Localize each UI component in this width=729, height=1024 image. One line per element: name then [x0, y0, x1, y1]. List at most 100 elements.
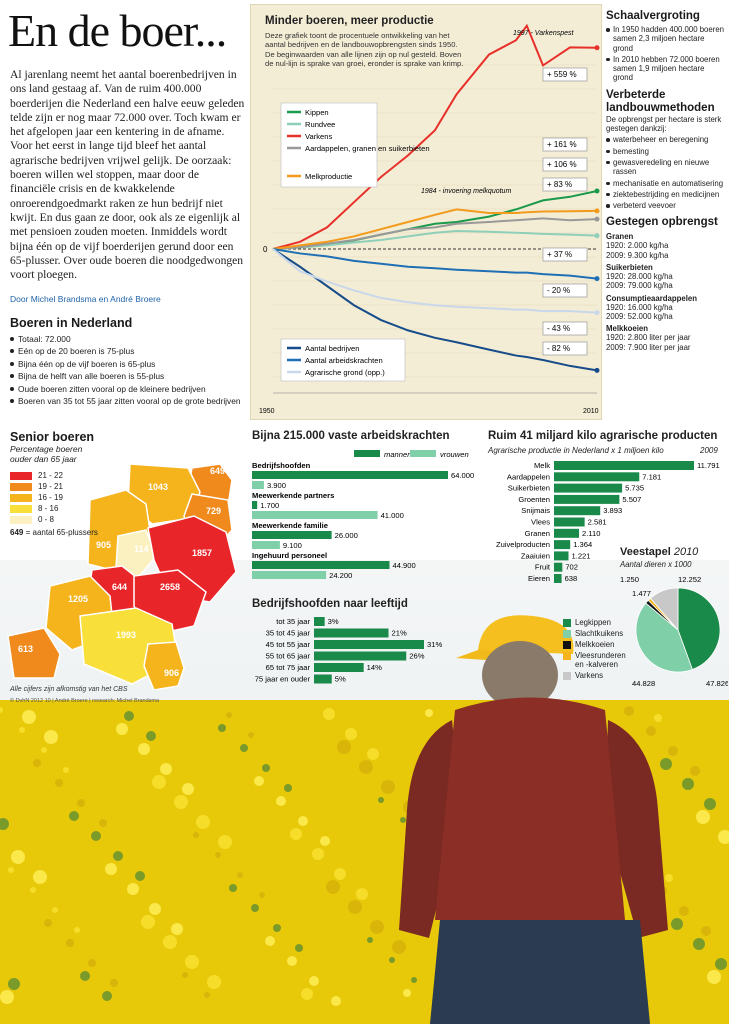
legend-swatch	[410, 450, 436, 457]
bar-value-label: 44.900	[393, 561, 416, 570]
legend-box	[280, 338, 406, 382]
legend-label: Aantal arbeidskrachten	[305, 356, 383, 365]
series-line	[272, 229, 598, 250]
legend-row: 19 - 21	[10, 481, 98, 492]
bar	[314, 640, 424, 649]
bar	[314, 651, 407, 661]
legend-label: Agrarische grond (opp.)	[305, 368, 385, 377]
pie-value-label: 1.250	[620, 575, 639, 584]
map-region	[143, 641, 185, 690]
bar-value-label: 26.000	[335, 531, 358, 540]
senior-boeren: Senior boeren Percentage boeren ouder da…	[10, 430, 100, 464]
legend-swatch	[354, 450, 380, 457]
annotation-varkenspest: 1997 - Varkenspest	[513, 30, 574, 37]
netherlands-map: 649 1043 729 905 114 1857 644 2658 1205 1993 613 90…	[7, 463, 237, 690]
yield-2009: 2009: 7.900 liter per jaar	[606, 342, 691, 352]
boeren-title: Boeren in Nederland	[10, 316, 133, 330]
bar-category-label: 65 tot 75 jaar	[266, 663, 311, 672]
legend-label: 0 - 8	[38, 515, 55, 524]
legend-row: Melkkoeien	[563, 640, 635, 649]
legend-label: Melkproductie	[305, 172, 352, 181]
map-legend: 21 - 22 19 - 21 16 - 19 8 - 16 0 - 8 649…	[10, 470, 98, 537]
sidebar-facts: Schaalvergroting In 1950 hadden 400.000 …	[606, 10, 726, 352]
production-year: 2009	[700, 446, 718, 455]
end-label: - 43 %	[542, 321, 588, 336]
list-item: Totaal: 72.000	[10, 334, 246, 344]
legend-swatch	[10, 482, 32, 491]
bar-category-label: Suikerbieten	[508, 484, 550, 493]
list-item: verbeterd veevoer	[606, 201, 726, 210]
bar-category-label: Vlees	[531, 518, 550, 527]
bar-value-label: 1.221	[571, 551, 590, 560]
yield-title: Gestegen opbrengst	[606, 216, 718, 229]
end-label: + 161 %	[542, 137, 588, 152]
bar	[252, 541, 280, 549]
bar-category-label: tot 35 jaar	[276, 617, 310, 626]
zero-label: 0	[263, 245, 268, 254]
pie-year: 2010	[673, 546, 699, 558]
bar-value-label: 2.110	[582, 529, 600, 538]
series-line	[272, 217, 598, 250]
production-chart: Melk 11.791 Aardappelen 7.181 Suikerbieten 5.…	[496, 461, 720, 583]
age-chart: tot 35 jaar 3% 35 tot 45 jaar 21% 45 tot 55 …	[255, 617, 442, 684]
end-label-box	[542, 321, 588, 336]
legend-swatch	[563, 672, 571, 680]
bar-category-label: Zuivelproducten	[496, 540, 550, 549]
yield-2009: 2009: 52.000 kg/ha	[606, 311, 673, 321]
bar	[554, 551, 569, 561]
end-label-box	[542, 283, 588, 298]
schaal-title: Schaalvergroting	[606, 10, 700, 22]
series-endpoint	[594, 233, 600, 239]
page-title: En de boer...	[8, 5, 227, 56]
bar-value-label: 5%	[335, 675, 346, 684]
yield-name: Granen	[606, 232, 634, 242]
yield-2009: 2009: 79.000 kg/ha	[606, 281, 673, 291]
end-label: - 20 %	[542, 283, 588, 298]
end-label: + 37 %	[542, 247, 588, 262]
bar-category-label: Zaaiuien	[521, 551, 550, 560]
end-label-box	[542, 67, 588, 82]
legend-label: mannen	[384, 450, 411, 459]
bar-category-label: 75 jaar en ouder	[255, 675, 311, 684]
map-region-value: 649	[210, 466, 225, 476]
bar-value-label: 24.200	[329, 571, 352, 580]
bar	[554, 528, 580, 538]
bar-category-label: 45 tot 55 jaar	[266, 640, 311, 649]
bar-category-label: Meewerkende familie	[252, 521, 328, 530]
pie-value-label: 1.477	[632, 589, 651, 598]
end-label: + 83 %	[542, 177, 588, 192]
list-item: Bijna de helft van alle boeren is 55-plu…	[10, 371, 246, 381]
boeren-list: Totaal: 72.000 Eén op de 20 boeren is 75…	[10, 334, 246, 406]
legend-label: Varkens	[575, 671, 604, 680]
bar	[554, 540, 571, 550]
annotation-melkquotum: 1984 - invoering melkquotum	[421, 188, 511, 195]
bar	[314, 674, 332, 684]
bar-category-label: Eieren	[528, 574, 550, 583]
end-label-box	[542, 177, 588, 192]
bar-category-label: Melk	[534, 461, 550, 470]
legend-label: Kippen	[305, 108, 329, 117]
bar	[554, 562, 563, 572]
yield-name: Suikerbieten	[606, 263, 653, 273]
legend-label: Legkippen	[575, 618, 611, 627]
schaal-list: In 1950 hadden 400.000 boeren samen 2,3 …	[606, 25, 726, 83]
bar-value-label: 7.181	[642, 472, 661, 481]
legend-swatch	[563, 641, 571, 649]
bar	[252, 571, 327, 579]
end-label-text: - 43 %	[547, 324, 570, 333]
bar-value-label: 31%	[427, 640, 442, 649]
legend-row: 21 - 22	[10, 470, 98, 481]
end-label: + 559 %	[542, 67, 588, 82]
bar-category-label: Bedrijfshoofden	[252, 461, 311, 470]
line-chart-description: Deze grafiek toont de procentuele ontwik…	[265, 31, 464, 69]
legend-note: 649 = aantal 65-plussers	[10, 528, 98, 537]
bar-category-label: Ingehuurd personeel	[252, 551, 327, 560]
legend-row: Legkippen	[563, 618, 635, 627]
legend-swatch	[10, 471, 32, 480]
legend-row: Slachtkuikens	[563, 629, 635, 638]
yield-name: Melkkoeien	[606, 324, 649, 334]
legend-label: 16 - 19	[38, 493, 63, 502]
bar	[554, 574, 562, 583]
bar-value-label: 5.735	[625, 484, 644, 493]
production-subtitle: Agrarische productie in Nederland x 1 mi…	[488, 446, 664, 455]
